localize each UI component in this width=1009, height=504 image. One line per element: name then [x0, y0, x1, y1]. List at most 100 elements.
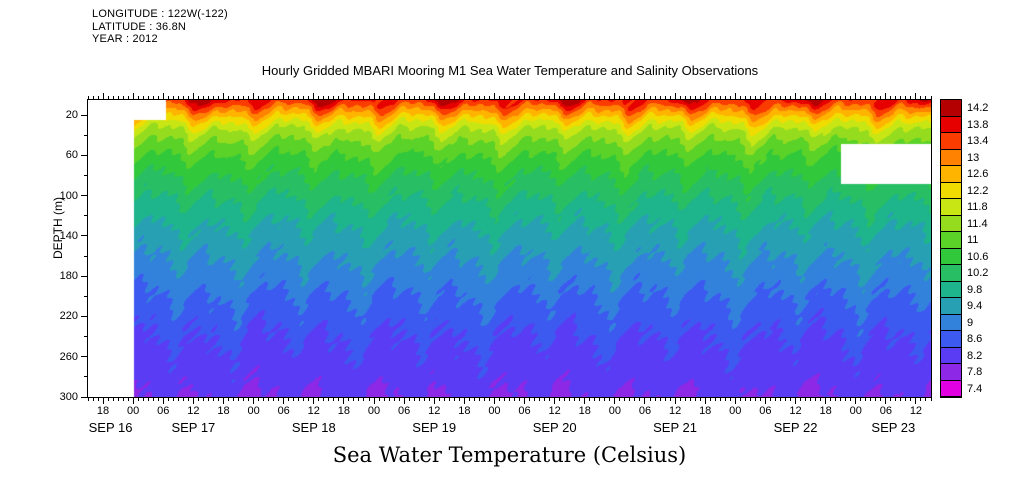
x-tick-bottom: [539, 398, 541, 401]
x-tick-bottom: [739, 398, 741, 401]
x-tick-top: [544, 96, 546, 99]
x-tick-top: [328, 96, 330, 99]
x-tick-top: [353, 96, 355, 99]
x-tick-bottom: [860, 398, 862, 401]
x-tick-top: [298, 96, 300, 99]
x-tick-bottom: [850, 398, 852, 401]
x-tick-bottom: [423, 398, 425, 401]
colorbar-swatch: [941, 281, 961, 298]
x-tick-top: [784, 96, 786, 99]
x-tick-bottom: [97, 398, 99, 401]
chart-title: Hourly Gridded MBARI Mooring M1 Sea Wate…: [261, 63, 759, 78]
x-tick-bottom: [448, 398, 450, 401]
x-tick-top: [122, 96, 124, 99]
x-tick-label: 06: [277, 405, 290, 417]
x-tick-top: [795, 93, 797, 99]
x-tick-bottom: [433, 398, 435, 404]
colorbar-swatch: [941, 347, 961, 364]
x-tick-bottom: [463, 398, 465, 404]
x-tick-bottom: [885, 398, 887, 404]
x-tick-top: [639, 96, 641, 99]
x-tick-bottom: [132, 398, 134, 404]
x-tick-top: [539, 96, 541, 99]
colorbar-tick-label: 14.2: [967, 102, 989, 115]
x-tick-bottom: [845, 398, 847, 401]
x-tick-top: [885, 93, 887, 99]
x-tick-bottom: [87, 398, 89, 401]
x-tick-bottom: [599, 398, 601, 401]
x-tick-bottom: [333, 398, 335, 401]
x-tick-top: [714, 96, 716, 99]
x-tick-bottom: [293, 398, 295, 401]
colorbar-tick-label: 7.8: [967, 366, 983, 379]
x-tick-label: 00: [849, 405, 862, 417]
x-tick-bottom: [353, 398, 355, 401]
y-tick: [81, 154, 87, 156]
x-tick-top: [303, 96, 305, 99]
x-tick-top: [333, 96, 335, 99]
x-tick-top: [704, 93, 706, 99]
x-tick-bottom: [468, 398, 470, 401]
x-tick-bottom: [774, 398, 776, 401]
x-tick-bottom: [835, 398, 837, 401]
colorbar-tick-label: 10.6: [967, 250, 989, 263]
x-tick-top: [408, 96, 410, 99]
x-tick-bottom: [614, 398, 616, 404]
x-tick-top: [679, 96, 681, 99]
x-tick-top: [197, 96, 199, 99]
x-tick-top: [473, 96, 475, 99]
colorbar-swatch: [941, 331, 961, 348]
colorbar-tick-label: 10.2: [967, 267, 989, 280]
x-tick-bottom: [569, 398, 571, 401]
y-tick: [81, 114, 87, 116]
x-tick-top: [569, 96, 571, 99]
x-tick-bottom: [383, 398, 385, 401]
y-tick: [84, 376, 87, 378]
x-tick-bottom: [338, 398, 340, 401]
x-tick-top: [238, 96, 240, 99]
x-tick-top: [729, 96, 731, 99]
x-tick-bottom: [142, 398, 144, 401]
colorbar-tick-label: 13.4: [967, 135, 989, 148]
x-tick-bottom: [865, 398, 867, 401]
x-tick-top: [790, 96, 791, 99]
x-tick-bottom: [604, 398, 606, 401]
x-tick-top: [684, 96, 686, 99]
x-tick-top: [629, 96, 631, 99]
x-date-label: SEP 17: [171, 420, 216, 435]
x-tick-bottom: [398, 398, 400, 401]
x-tick-bottom: [669, 398, 671, 401]
y-tick: [81, 315, 87, 317]
x-tick-top: [418, 96, 420, 99]
x-tick-bottom: [870, 398, 872, 401]
x-tick-bottom: [900, 398, 902, 401]
colorbar-swatch: [941, 116, 961, 133]
x-tick-top: [212, 96, 214, 99]
x-tick-top: [453, 96, 455, 99]
x-tick-bottom: [243, 398, 245, 401]
x-tick-top: [559, 96, 561, 99]
x-tick-top: [187, 96, 189, 99]
x-tick-bottom: [895, 398, 897, 401]
x-tick-bottom: [212, 398, 214, 401]
x-tick-top: [694, 96, 696, 99]
x-tick-top: [915, 93, 917, 99]
x-tick-label: 12: [187, 405, 200, 417]
x-tick-label: 18: [458, 405, 471, 417]
y-tick-label: 220: [59, 310, 78, 323]
x-tick-bottom: [679, 398, 681, 401]
x-tick-bottom: [855, 398, 857, 404]
x-tick-bottom: [624, 398, 626, 401]
x-tick-label: 18: [217, 405, 230, 417]
x-tick-label: 00: [488, 405, 501, 417]
x-tick-bottom: [749, 398, 751, 401]
x-tick-bottom: [659, 398, 661, 401]
x-date-label: SEP 21: [653, 420, 697, 435]
x-tick-top: [925, 96, 927, 99]
colorbar-tick-label: 9: [967, 316, 974, 329]
x-tick-bottom: [207, 398, 209, 401]
x-tick-top: [910, 96, 912, 99]
x-tick-top: [217, 96, 219, 99]
x-tick-bottom: [152, 398, 154, 401]
x-tick-label: 18: [699, 405, 712, 417]
